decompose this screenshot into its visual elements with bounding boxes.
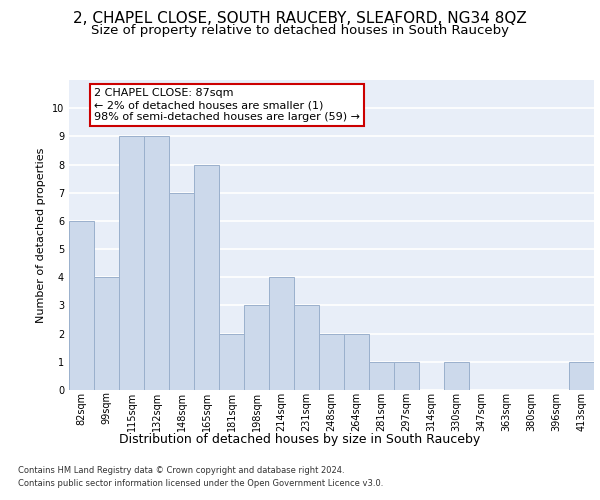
Bar — [369, 362, 394, 390]
Bar — [394, 362, 419, 390]
Bar — [444, 362, 469, 390]
Text: 2 CHAPEL CLOSE: 87sqm
← 2% of detached houses are smaller (1)
98% of semi-detach: 2 CHAPEL CLOSE: 87sqm ← 2% of detached h… — [94, 88, 360, 122]
Bar — [144, 136, 169, 390]
Text: 2, CHAPEL CLOSE, SOUTH RAUCEBY, SLEAFORD, NG34 8QZ: 2, CHAPEL CLOSE, SOUTH RAUCEBY, SLEAFORD… — [73, 11, 527, 26]
Bar — [169, 192, 194, 390]
Bar — [569, 362, 594, 390]
Bar — [69, 221, 94, 390]
Bar — [269, 278, 294, 390]
Bar — [94, 278, 119, 390]
Bar — [344, 334, 369, 390]
Bar — [319, 334, 344, 390]
Text: Contains public sector information licensed under the Open Government Licence v3: Contains public sector information licen… — [18, 479, 383, 488]
Bar — [194, 164, 219, 390]
Text: Size of property relative to detached houses in South Rauceby: Size of property relative to detached ho… — [91, 24, 509, 37]
Bar — [219, 334, 244, 390]
Text: Distribution of detached houses by size in South Rauceby: Distribution of detached houses by size … — [119, 432, 481, 446]
Bar — [244, 306, 269, 390]
Bar — [294, 306, 319, 390]
Y-axis label: Number of detached properties: Number of detached properties — [37, 148, 46, 322]
Text: Contains HM Land Registry data © Crown copyright and database right 2024.: Contains HM Land Registry data © Crown c… — [18, 466, 344, 475]
Bar — [119, 136, 144, 390]
